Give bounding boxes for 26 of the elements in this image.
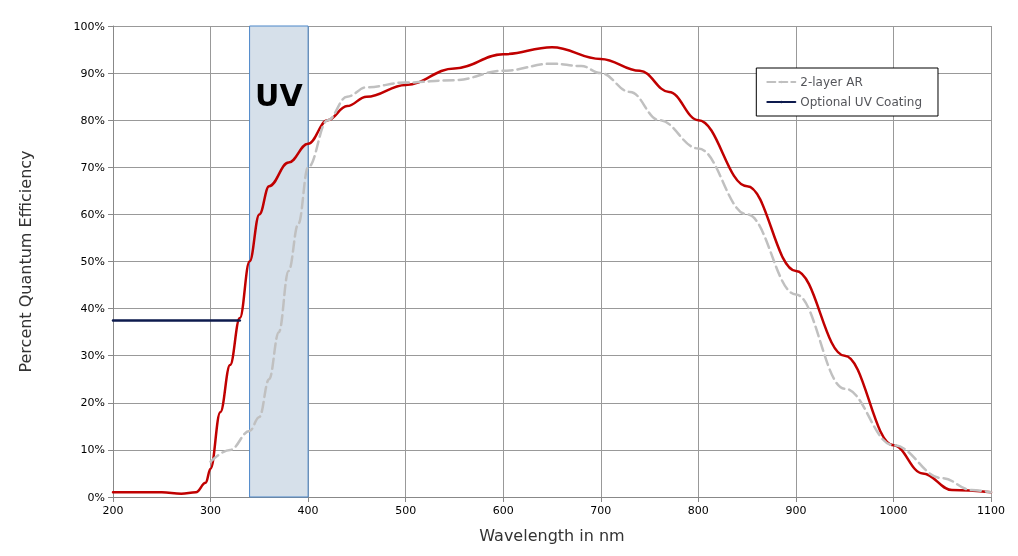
y-tick-label: 40%	[80, 302, 105, 316]
x-tick-label: 200	[102, 504, 124, 517]
y-tick-label: 30%	[80, 349, 105, 363]
y-tick-label: 60%	[80, 207, 105, 221]
y-tick-label: 0%	[87, 490, 105, 504]
x-tick-label: 1100	[977, 504, 1005, 517]
y-axis-title: Percent Quantum Efficiency	[15, 150, 35, 373]
x-tick-label: 1000	[879, 504, 908, 517]
legend-label: 2-layer AR	[800, 75, 863, 89]
x-tick-label: 600	[492, 504, 514, 517]
y-tick-label: 70%	[80, 160, 105, 174]
y-tick-label: 50%	[80, 255, 105, 268]
band-label: UV	[255, 78, 304, 113]
x-tick-label: 900	[785, 504, 807, 517]
y-tick-label: 80%	[80, 113, 105, 127]
y-tick-label: 90%	[80, 66, 105, 80]
x-tick-label: 700	[590, 504, 612, 517]
y-tick-label: 10%	[80, 443, 105, 457]
legend-label: Optional UV Coating	[800, 95, 923, 109]
x-axis-title: Wavelength in nm	[479, 525, 625, 545]
y-tick-label: 20%	[80, 396, 105, 410]
x-tick-label: 800	[687, 504, 709, 517]
x-tick-label: 400	[297, 504, 319, 517]
x-tick-label: 300	[200, 504, 222, 517]
y-tick-label: 100%	[73, 19, 105, 33]
x-tick-label: 500	[395, 504, 417, 517]
